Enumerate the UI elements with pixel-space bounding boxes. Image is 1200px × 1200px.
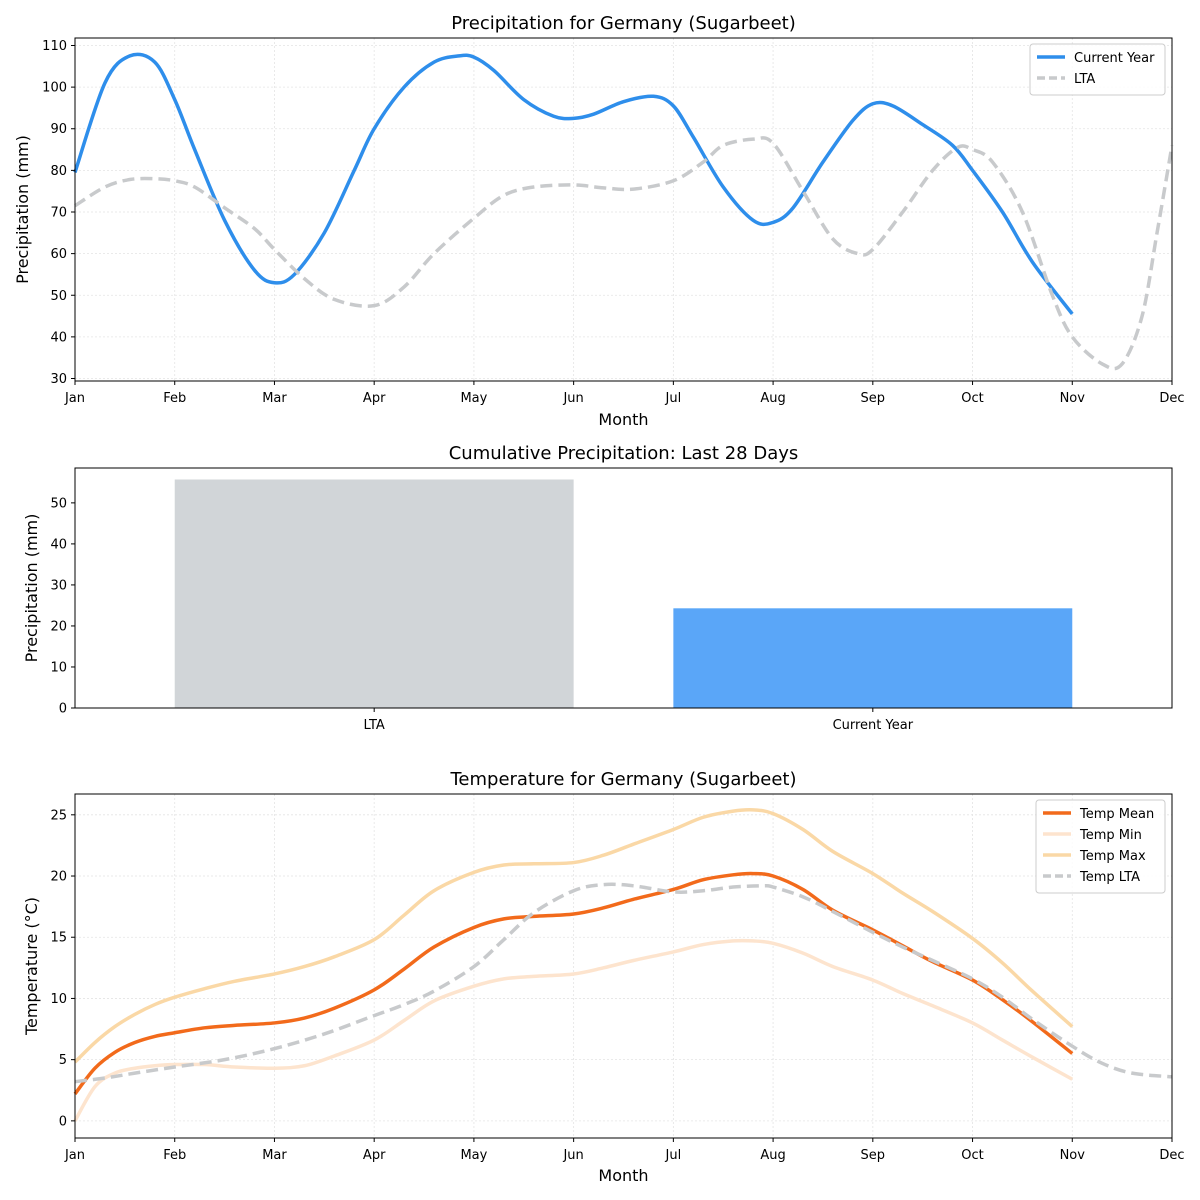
y-tick-label: 0: [59, 702, 67, 717]
x-tick-label: Jun: [562, 391, 583, 406]
x-tick-label: Apr: [363, 1148, 386, 1163]
y-tick-label: 50: [50, 289, 67, 304]
x-tick-label: Jan: [64, 1148, 85, 1163]
y-tick-label: 110: [42, 39, 67, 54]
x-tick-label: Sep: [861, 391, 886, 406]
y-tick-label: 10: [50, 660, 67, 675]
x-tick-label: Mar: [262, 391, 287, 406]
x-tick-label: May: [460, 1148, 487, 1163]
y-tick-label: 0: [59, 1114, 67, 1129]
x-tick-label: Mar: [262, 1148, 287, 1163]
x-tick-label: Feb: [163, 391, 186, 406]
legend-label: Current Year: [1074, 51, 1155, 66]
y-tick-label: 40: [50, 330, 67, 345]
y-tick-label: 70: [50, 205, 67, 220]
legend: Temp Mean Temp Min Temp Max Temp LTA: [1035, 799, 1166, 894]
y-tick-label: 80: [50, 164, 67, 179]
y-tick-label: 100: [42, 81, 67, 96]
chart-title: Temperature for Germany (Sugarbeet): [449, 769, 796, 790]
legend: Current Year LTA: [1029, 43, 1166, 96]
x-tick-label: Jan: [64, 391, 85, 406]
legend-label: Temp Mean: [1079, 807, 1154, 822]
x-tick-label: Dec: [1159, 391, 1184, 406]
x-tick-label: Nov: [1060, 391, 1086, 406]
x-tick-label: Feb: [163, 1148, 186, 1163]
y-tick-label: 90: [50, 122, 67, 137]
chart-3: Temperature for Germany (Sugarbeet) Month…: [22, 769, 1185, 1185]
x-tick-label: Oct: [961, 391, 983, 406]
y-tick-label: 50: [50, 496, 67, 511]
series-line-current-year: [73, 52, 1074, 316]
x-tick-label: Aug: [760, 1148, 785, 1163]
legend-box: [1035, 799, 1166, 894]
y-tick-label: 15: [50, 931, 67, 946]
x-tick-label: Jun: [562, 1148, 583, 1163]
x-tick-label: Nov: [1060, 1148, 1086, 1163]
x-tick-label: Current Year: [833, 718, 914, 733]
series-line-temp-lta: [74, 882, 1173, 1084]
bar-current-year: [673, 608, 1073, 708]
legend-label: Temp Min: [1079, 828, 1142, 843]
y-tick-label: 5: [59, 1053, 67, 1068]
x-tick-label: LTA: [364, 718, 385, 733]
x-axis-label: Month: [598, 410, 648, 429]
y-tick-label: 10: [50, 992, 67, 1007]
x-tick-label: Oct: [961, 1148, 983, 1163]
x-axis-label: Month: [598, 1166, 648, 1185]
y-axis-label: Precipitation (mm): [22, 514, 41, 663]
y-axis-label: Precipitation (mm): [13, 135, 32, 284]
y-tick-label: 30: [50, 578, 67, 593]
y-tick-label: 25: [50, 808, 67, 823]
plot-frame: [74, 467, 1173, 709]
y-tick-label: 20: [50, 619, 67, 634]
x-tick-label: May: [460, 391, 487, 406]
legend-label: LTA: [1074, 72, 1095, 87]
y-tick-label: 40: [50, 537, 67, 552]
legend-label: Temp Max: [1079, 849, 1146, 864]
x-tick-label: Jul: [665, 391, 682, 406]
x-tick-label: Dec: [1159, 1148, 1184, 1163]
chart-title: Precipitation for Germany (Sugarbeet): [451, 13, 796, 34]
y-axis-label: Temperature (°C): [22, 897, 41, 1036]
legend-label: Temp LTA: [1079, 870, 1140, 885]
y-tick-label: 30: [50, 372, 67, 387]
chart-1: Precipitation for Germany (Sugarbeet) Mon…: [13, 13, 1185, 429]
plot-frame: [74, 793, 1173, 1139]
x-tick-label: Aug: [760, 391, 785, 406]
bar-lta: [174, 479, 574, 708]
series-line-temp-max: [73, 808, 1074, 1064]
x-tick-label: Jul: [665, 1148, 682, 1163]
y-tick-label: 20: [50, 870, 67, 885]
series-line-lta: [74, 136, 1174, 371]
series-line-temp-mean: [73, 871, 1074, 1096]
y-tick-label: 60: [50, 247, 67, 262]
plot-frame: [74, 37, 1173, 382]
x-tick-label: Sep: [861, 1148, 886, 1163]
x-tick-label: Apr: [363, 391, 386, 406]
chart-title: Cumulative Precipitation: Last 28 Days: [449, 443, 799, 464]
chart-2: Cumulative Precipitation: Last 28 Days Pr…: [22, 443, 1173, 733]
